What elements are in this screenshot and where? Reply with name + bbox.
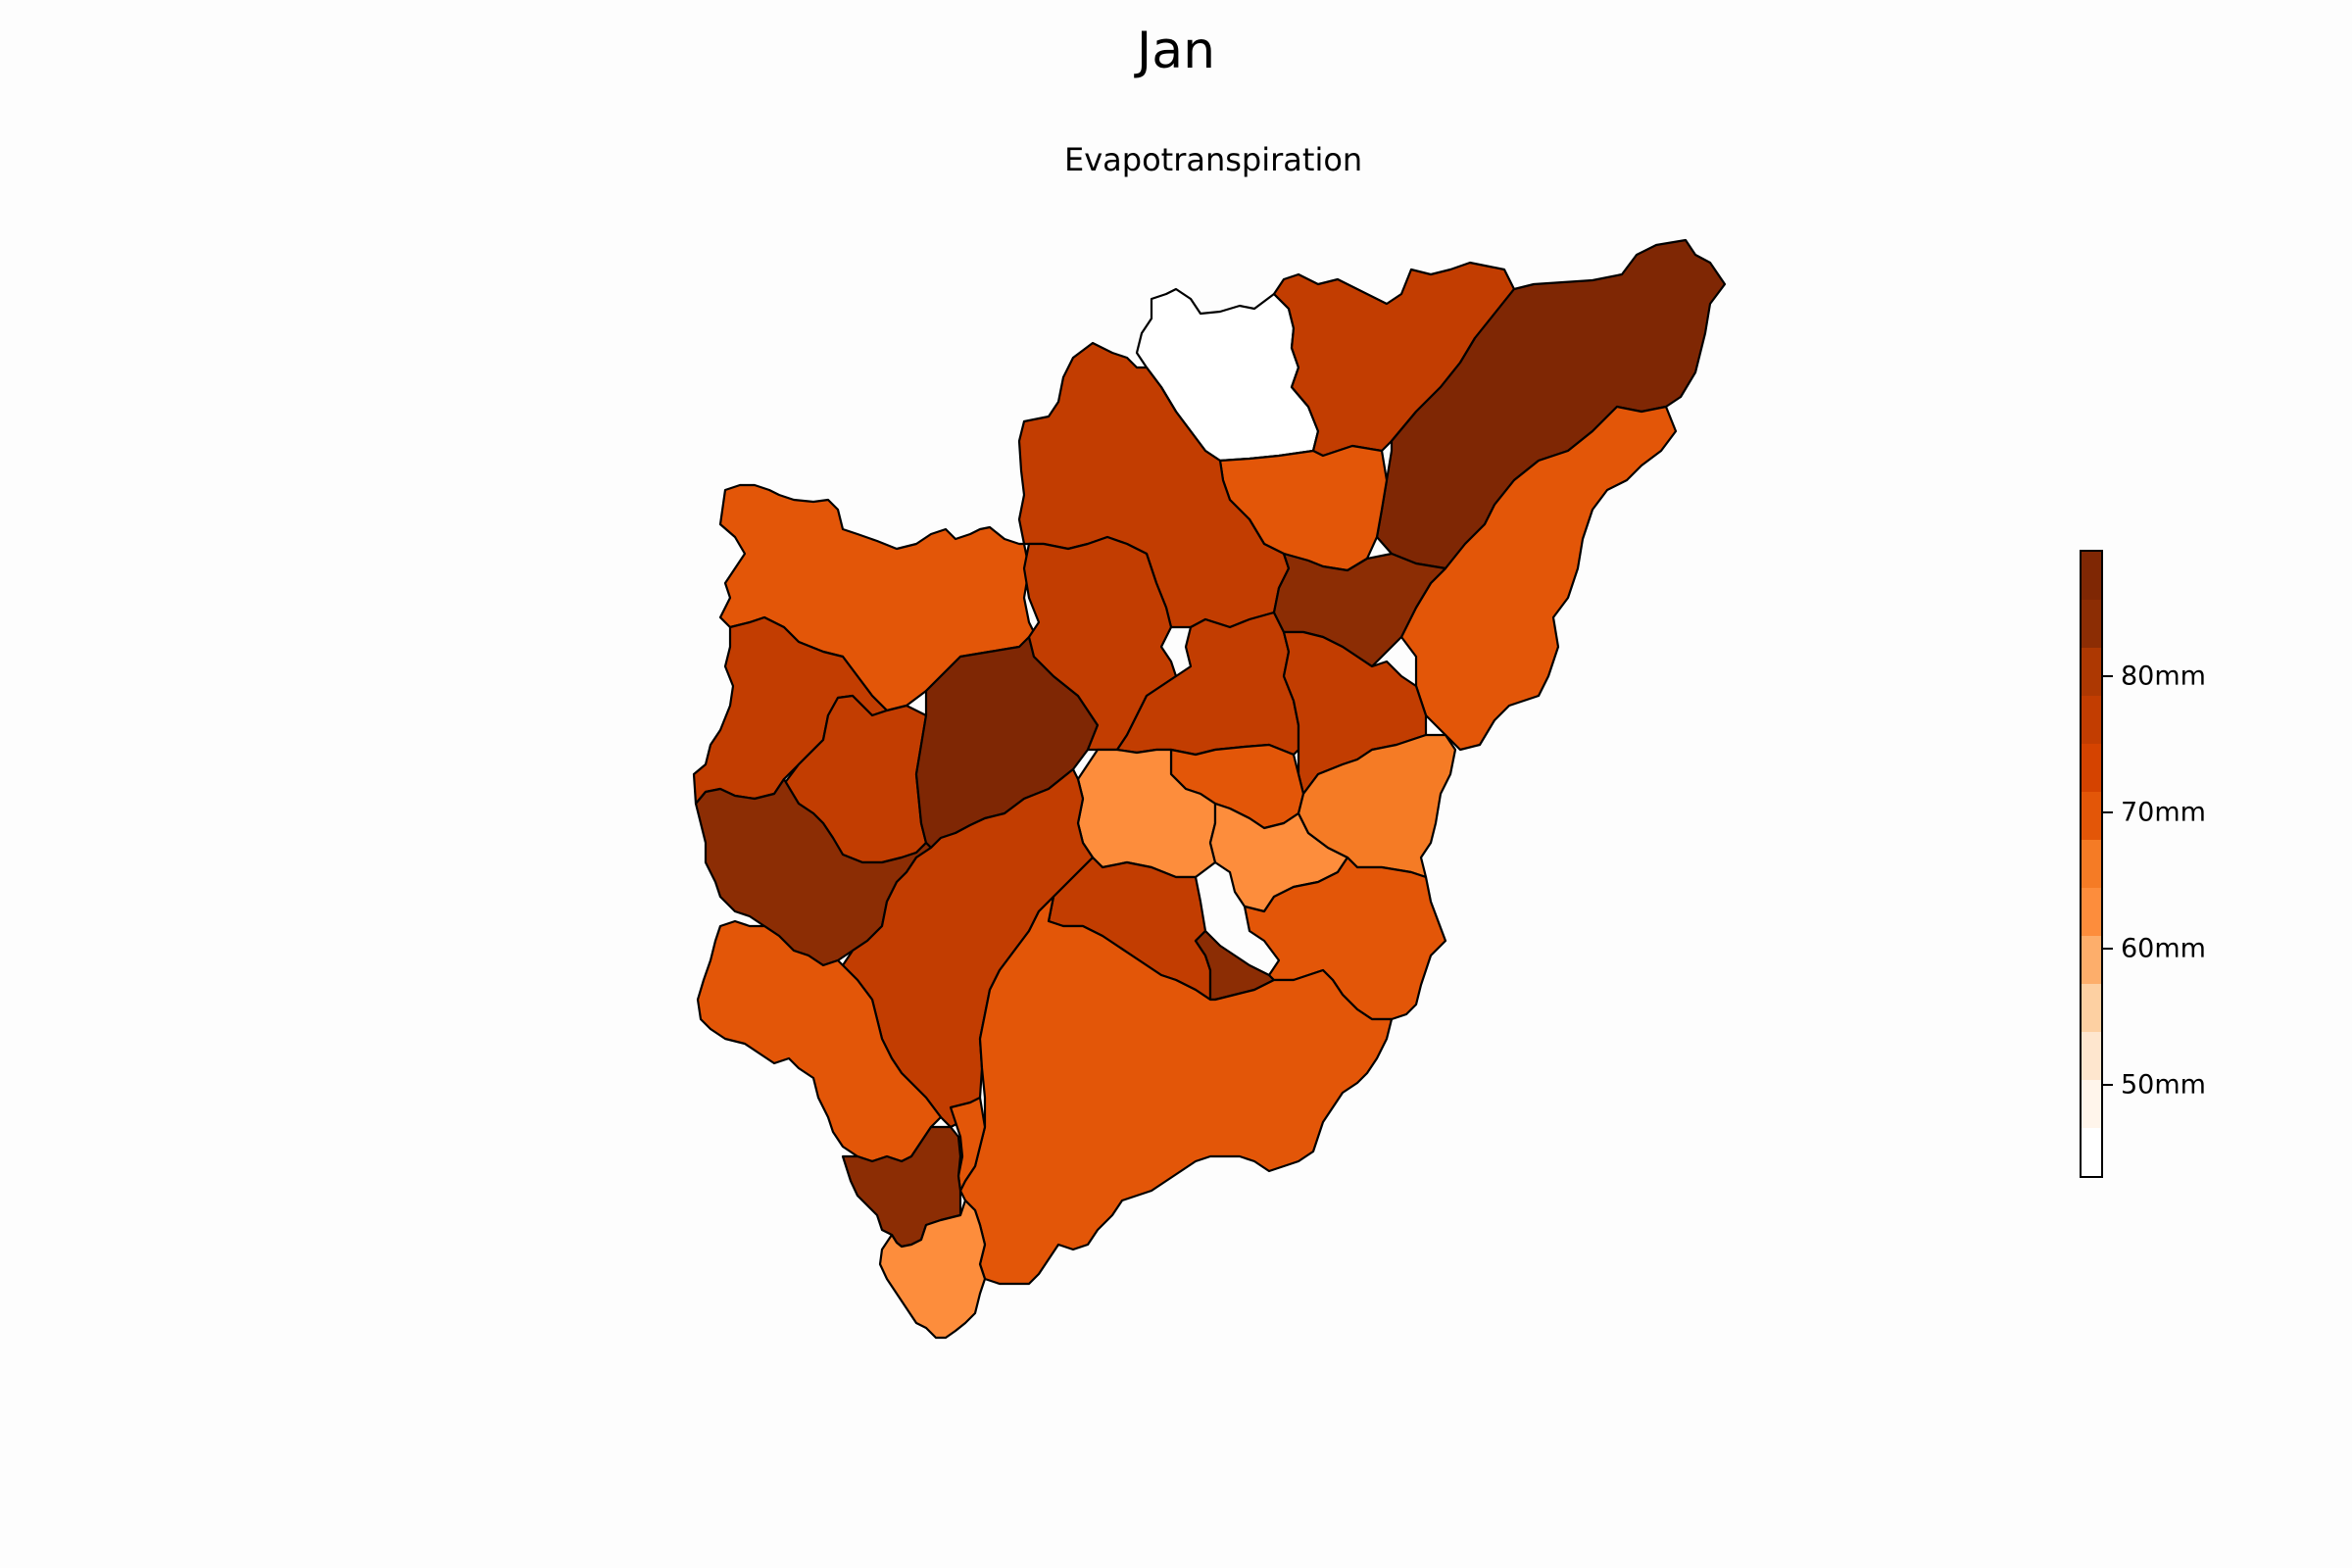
colorbar-step xyxy=(2082,792,2101,840)
colorbar-label-60: 60mm xyxy=(2121,933,2206,964)
colorbar-step xyxy=(2082,696,2101,744)
colorbar-tick-50 xyxy=(2103,1084,2113,1086)
colorbar-label-70: 70mm xyxy=(2121,797,2206,828)
colorbar-step xyxy=(2082,1080,2101,1128)
colorbar-label-50: 50mm xyxy=(2121,1069,2206,1101)
colorbar-step xyxy=(2082,840,2101,888)
colorbar-step xyxy=(2082,600,2101,648)
colorbar-step xyxy=(2082,744,2101,792)
region-south-tip[interactable] xyxy=(878,1199,987,1340)
colorbar-label-80: 80mm xyxy=(2121,661,2206,692)
colorbar xyxy=(2080,550,2103,1178)
colorbar-step xyxy=(2082,1128,2101,1176)
colorbar-tick-60 xyxy=(2103,948,2113,950)
map-title: Jan xyxy=(1136,22,1216,80)
region-east-strip[interactable] xyxy=(1399,405,1678,752)
colorbar-step xyxy=(2082,936,2101,984)
map-subtitle: Evapotranspiration xyxy=(1064,141,1363,178)
colorbar-step xyxy=(2082,984,2101,1032)
colorbar-tick-70 xyxy=(2103,811,2113,813)
colorbar-step xyxy=(2082,888,2101,936)
colorbar-step xyxy=(2082,552,2101,600)
region-south-narrow[interactable] xyxy=(949,1096,987,1193)
region-east-mid-dark[interactable] xyxy=(1272,552,1447,668)
region-east-light[interactable] xyxy=(1297,733,1457,879)
colorbar-step xyxy=(2082,1032,2101,1080)
colorbar-tick-80 xyxy=(2103,675,2113,677)
colorbar-step xyxy=(2082,648,2101,696)
